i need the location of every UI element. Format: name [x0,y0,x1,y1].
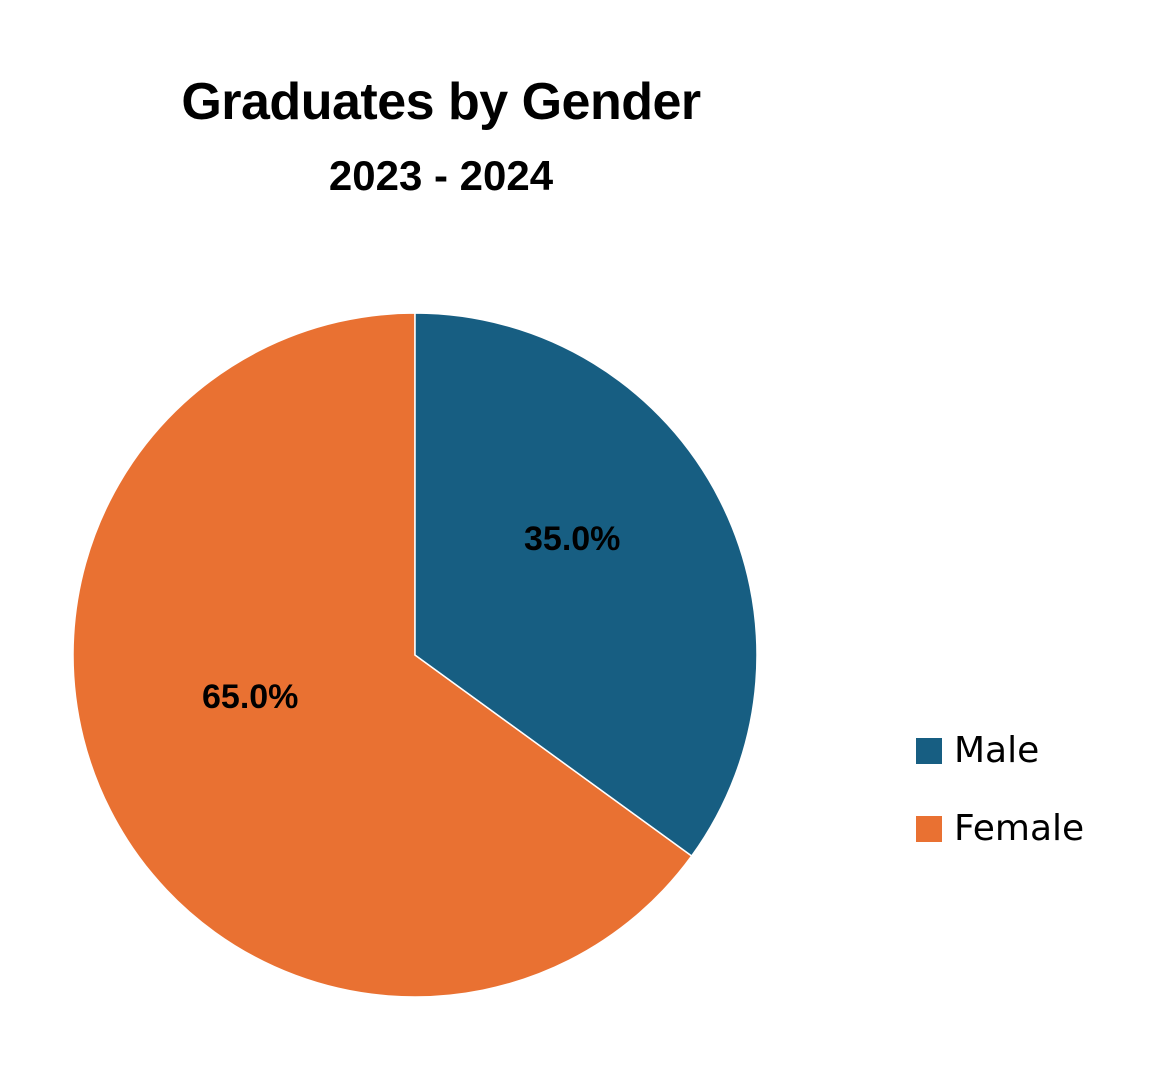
legend-label-male: Male [954,730,1040,771]
data-label-male: 35.0% [524,520,621,558]
legend-swatch-male [916,738,942,764]
pie-slice-female [72,312,693,998]
pie-slice-male [414,312,758,858]
legend-swatch-female [916,816,942,842]
legend-item-female: Female [916,790,1084,868]
chart-subtitle: 2023 - 2024 [328,152,554,199]
legend-item-male: Male [916,712,1084,790]
data-label-female: 65.0% [202,678,299,716]
legend-label-female: Female [954,808,1085,849]
legend: Male Female [916,712,1084,868]
chart-title: Graduates by Gender [181,73,701,131]
